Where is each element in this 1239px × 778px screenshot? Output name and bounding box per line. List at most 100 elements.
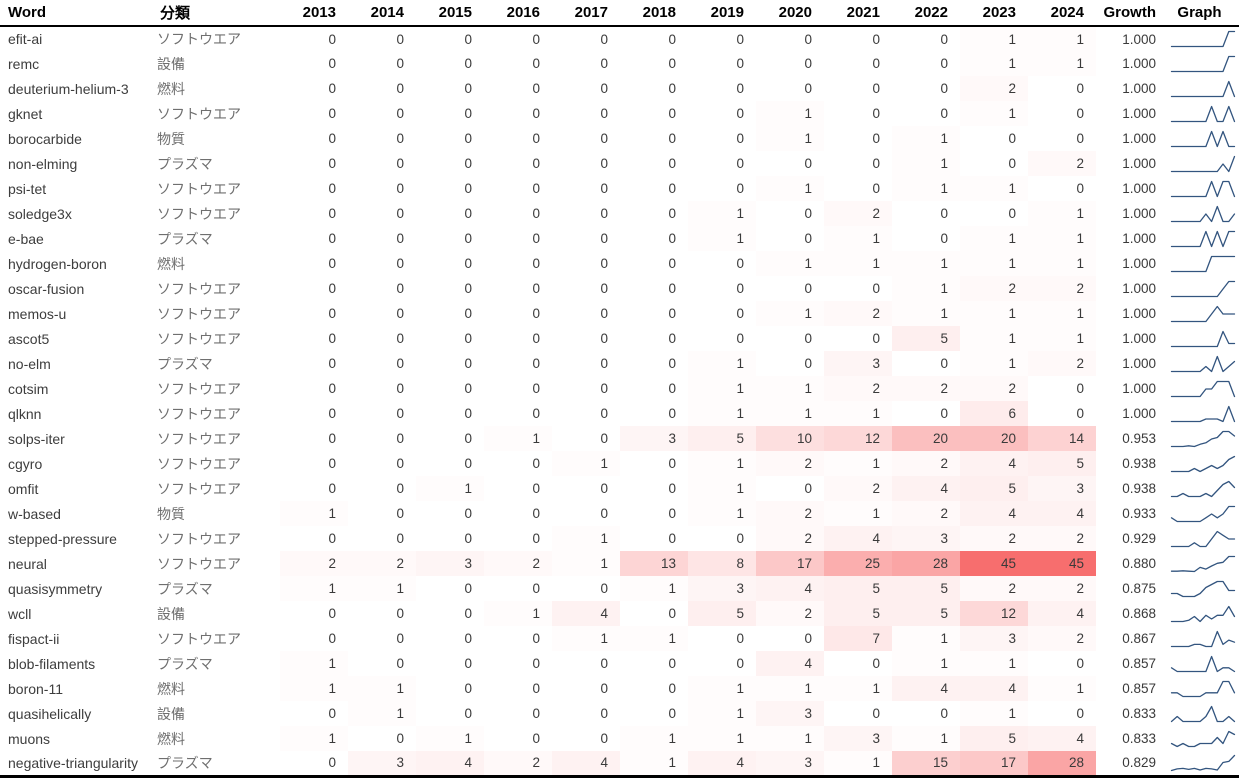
year-cell-2015: 0: [416, 276, 484, 301]
table-row: qlknn ソフトウエア 0 0 0 0 0 0 1 1 1 0 6 0 1.000: [0, 401, 1239, 426]
year-cell-2015: 1: [416, 726, 484, 751]
graph-cell: [1160, 251, 1239, 276]
year-cell-2015: 0: [416, 351, 484, 376]
year-cell-2020: 1: [756, 726, 824, 751]
year-cell-2023: 1: [960, 326, 1028, 351]
year-cell-2016: 1: [484, 426, 552, 451]
category-cell: プラズマ: [157, 155, 213, 172]
year-cell-2023: 1: [960, 251, 1028, 276]
year-cell-2020: 0: [756, 26, 824, 51]
year-cell-2014: 0: [348, 276, 416, 301]
year-cell-2015: 0: [416, 401, 484, 426]
year-cell-2019: 1: [688, 401, 756, 426]
year-cell-2023: 2: [960, 526, 1028, 551]
year-cell-2023: 45: [960, 551, 1028, 576]
year-cell-2017: 0: [552, 176, 620, 201]
year-cell-2023: 20: [960, 426, 1028, 451]
category-cell: 燃料: [157, 80, 185, 97]
year-cell-2015: 0: [416, 601, 484, 626]
table-row: efit-ai ソフトウエア 0 0 0 0 0 0 0 0 0 0 1 1 1.000: [0, 26, 1239, 51]
graph-cell: [1160, 176, 1239, 201]
column-header-2015: 2015: [438, 4, 472, 21]
year-cell-2019: 1: [688, 676, 756, 701]
year-cell-2018: 0: [620, 451, 688, 476]
year-cell-2019: 0: [688, 626, 756, 651]
word-cell: cgyro: [8, 455, 43, 472]
year-cell-2023: 1: [960, 176, 1028, 201]
year-cell-2021: 7: [824, 626, 892, 651]
year-cell-2024: 4: [1028, 501, 1096, 526]
sparkline-chart: [1170, 555, 1236, 572]
year-cell-2019: 0: [688, 251, 756, 276]
year-cell-2015: 0: [416, 226, 484, 251]
year-cell-2016: 0: [484, 276, 552, 301]
column-header-2019: 2019: [710, 4, 744, 21]
year-cell-2013: 0: [280, 451, 348, 476]
year-cell-2024: 5: [1028, 451, 1096, 476]
year-cell-2020: 0: [756, 626, 824, 651]
year-cell-2017: 1: [552, 526, 620, 551]
year-cell-2017: 0: [552, 651, 620, 676]
column-header-2020: 2020: [778, 4, 812, 21]
year-cell-2019: 3: [688, 576, 756, 601]
table-row: psi-tet ソフトウエア 0 0 0 0 0 0 0 1 0 1 1 0 1.000: [0, 176, 1239, 201]
year-cell-2023: 4: [960, 676, 1028, 701]
year-cell-2020: 0: [756, 276, 824, 301]
year-cell-2018: 0: [620, 651, 688, 676]
year-cell-2014: 0: [348, 26, 416, 51]
year-cell-2018: 0: [620, 401, 688, 426]
growth-cell: 1.000: [1122, 106, 1156, 121]
year-cell-2021: 1: [824, 501, 892, 526]
year-cell-2013: 0: [280, 526, 348, 551]
year-cell-2017: 4: [552, 601, 620, 626]
table-row: negative-triangularity プラズマ 0 3 4 2 4 1 4 3 1 15 17 2…: [0, 751, 1239, 776]
year-cell-2017: 0: [552, 576, 620, 601]
sparkline-chart: [1170, 380, 1236, 397]
growth-cell: 1.000: [1122, 356, 1156, 371]
year-cell-2015: 0: [416, 576, 484, 601]
table-row: e-bae プラズマ 0 0 0 0 0 0 1 0 1 0 1 1 1.000: [0, 226, 1239, 251]
year-cell-2013: 0: [280, 601, 348, 626]
year-cell-2013: 0: [280, 51, 348, 76]
graph-cell: [1160, 151, 1239, 176]
column-header-2016: 2016: [506, 4, 540, 21]
year-cell-2023: 17: [960, 751, 1028, 776]
year-cell-2017: 0: [552, 476, 620, 501]
table-row: solps-iter ソフトウエア 0 0 0 1 0 3 5 10 12 20 20 14 0.953: [0, 426, 1239, 451]
year-cell-2022: 1: [892, 651, 960, 676]
year-cell-2013: 0: [280, 701, 348, 726]
table-row: cgyro ソフトウエア 0 0 0 0 1 0 1 2 1 2 4 5 0.938: [0, 451, 1239, 476]
word-cell: psi-tet: [8, 180, 47, 197]
category-cell: 燃料: [157, 730, 185, 747]
growth-cell: 1.000: [1122, 406, 1156, 421]
year-cell-2024: 0: [1028, 76, 1096, 101]
year-cell-2014: 0: [348, 326, 416, 351]
year-cell-2013: 0: [280, 201, 348, 226]
year-cell-2013: 0: [280, 276, 348, 301]
year-cell-2015: 0: [416, 326, 484, 351]
column-header-graph: Graph: [1177, 4, 1222, 21]
year-cell-2024: 0: [1028, 701, 1096, 726]
year-cell-2018: 0: [620, 51, 688, 76]
year-cell-2020: 1: [756, 176, 824, 201]
year-cell-2022: 1: [892, 176, 960, 201]
year-cell-2023: 1: [960, 51, 1028, 76]
year-cell-2013: 0: [280, 426, 348, 451]
table-header: Word 分類 2013 2014 2015 2016 2017 2018 2019 2020 20…: [0, 0, 1239, 26]
year-cell-2020: 0: [756, 226, 824, 251]
category-cell: ソフトウエア: [157, 555, 241, 572]
column-header-2014: 2014: [370, 4, 404, 21]
year-cell-2020: 0: [756, 76, 824, 101]
year-cell-2013: 0: [280, 301, 348, 326]
category-cell: ソフトウエア: [157, 305, 241, 322]
year-cell-2016: 0: [484, 676, 552, 701]
year-cell-2024: 1: [1028, 201, 1096, 226]
year-cell-2019: 1: [688, 476, 756, 501]
year-cell-2022: 5: [892, 326, 960, 351]
year-cell-2019: 1: [688, 451, 756, 476]
word-cell: deuterium-helium-3: [8, 80, 129, 97]
graph-cell: [1160, 101, 1239, 126]
year-cell-2023: 4: [960, 501, 1028, 526]
year-cell-2021: 0: [824, 276, 892, 301]
